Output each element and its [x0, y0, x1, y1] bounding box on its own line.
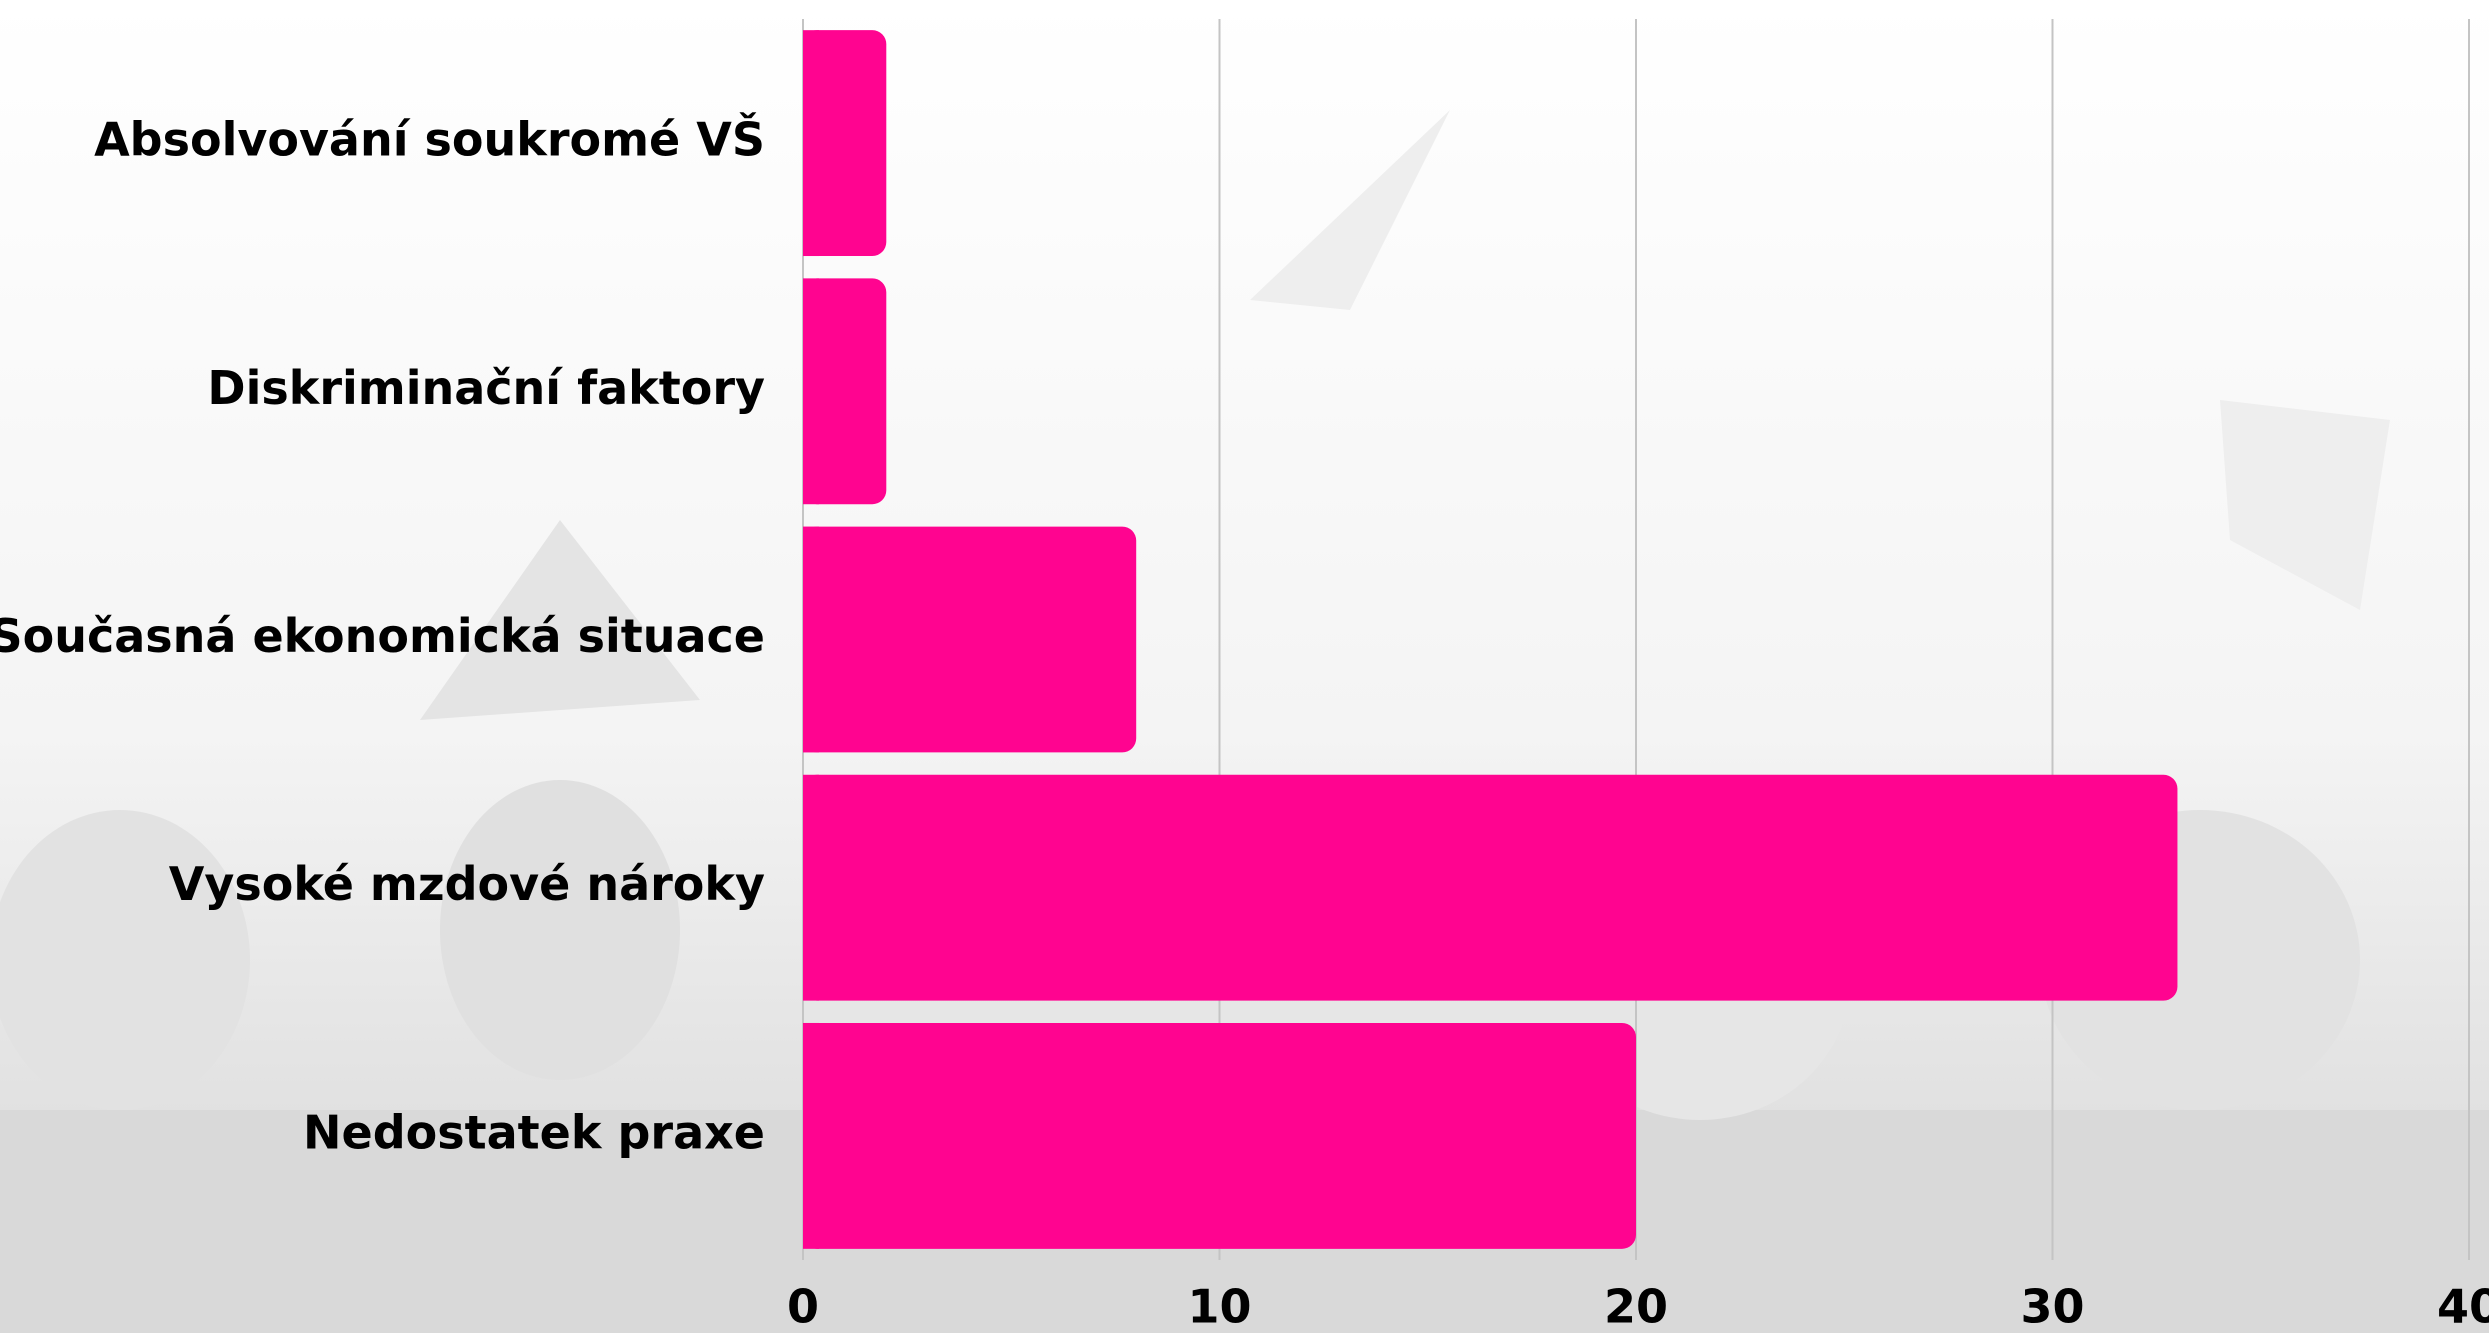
bar-base [803, 774, 819, 1001]
bar-base [803, 1022, 819, 1249]
y-tick-label: Vysoké mzdové nároky [169, 857, 765, 911]
bar [803, 526, 1137, 753]
y-tick-label: Absolvování soukromé VŠ [94, 113, 765, 167]
y-tick-label: Diskriminační faktory [207, 361, 765, 415]
bar [803, 30, 887, 257]
x-tick-label: 40 [2437, 1280, 2489, 1333]
bar-base [803, 278, 819, 505]
x-tick-label: 10 [1187, 1280, 1251, 1333]
bar [803, 1022, 1636, 1249]
bar-base [803, 526, 819, 753]
bar [803, 774, 2178, 1001]
bar [803, 278, 887, 505]
y-tick-label: Nedostatek praxe [303, 1105, 765, 1159]
x-tick-label: 30 [2020, 1280, 2084, 1333]
x-tick-label: 20 [1604, 1280, 1668, 1333]
bar-base [803, 30, 819, 257]
x-tick-label: 0 [787, 1280, 819, 1333]
y-tick-label: Současná ekonomická situace [0, 609, 765, 663]
